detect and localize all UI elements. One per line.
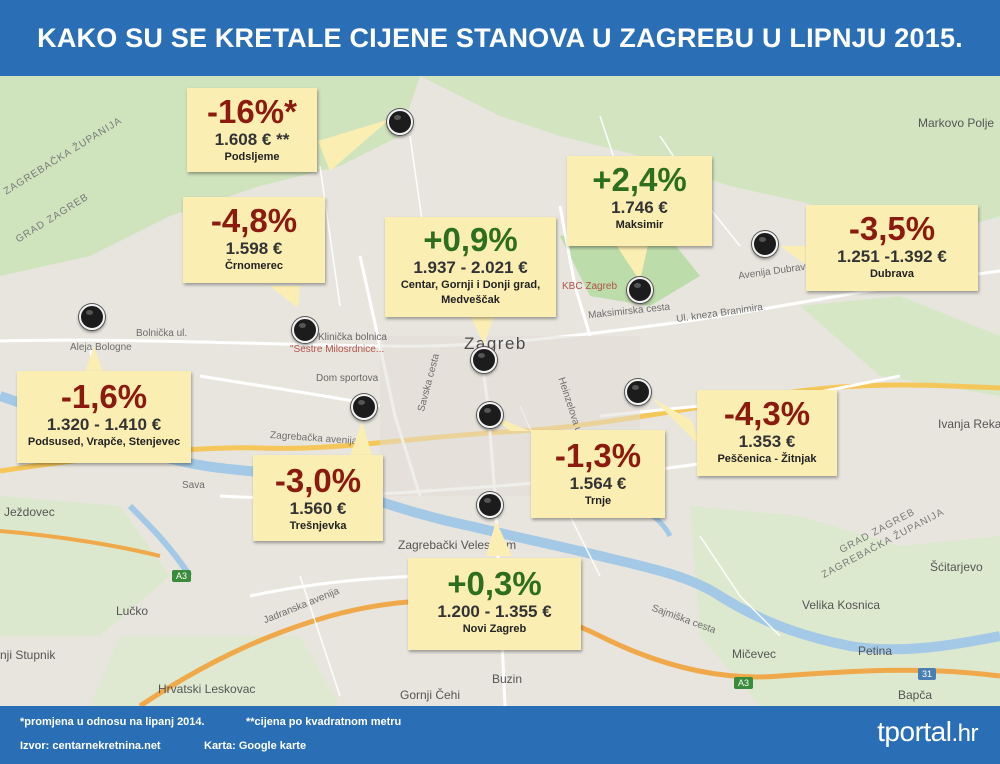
pct-change: -3,0% — [274, 462, 362, 499]
source-credit: Izvor: centarnekretnina.net — [20, 740, 161, 752]
callout-novi-zagreb: +0,3% 1.200 - 1.355 € Novi Zagreb — [408, 558, 581, 650]
map-pin-icon-podsljeme[interactable] — [387, 109, 413, 135]
map-pin-icon-tresnjevka[interactable] — [351, 394, 377, 420]
pct-change: +0,9% — [423, 221, 518, 258]
price-per-m2: 1.746 € — [611, 198, 668, 217]
footnote-price: **cijena po kvadratnom metru — [246, 716, 402, 728]
price-per-m2: 1.353 € — [738, 432, 796, 451]
map-pin-icon-crnomerec[interactable] — [292, 317, 318, 343]
district-name: Trnje — [584, 495, 612, 507]
callout-tresnjevka: -3,0% 1.560 € Trešnjevka — [253, 455, 383, 541]
map-pin-icon-novi-zagreb[interactable] — [477, 492, 503, 518]
map-area[interactable]: Zagreb Markovo Polje ZAGREBAČKA ŽUPANIJA… — [0, 76, 1000, 706]
callout-crnomerec: -4,8% 1.598 € Črnomerec — [183, 197, 325, 283]
map-label-gornji-cehi: Gornji Čehi — [400, 688, 461, 702]
footer-bar: *promjena u odnosu na lipanj 2014. **cij… — [0, 706, 1000, 764]
map-label-bolnicka: Bolnička ul. — [136, 328, 188, 339]
price-per-m2: 1.608 € ** — [214, 130, 290, 149]
district-name: Novi Zagreb — [462, 623, 527, 635]
map-label-hrvatski-leskovac: Hrvatski Leskovac — [158, 682, 256, 696]
pct-change: +2,4% — [592, 161, 687, 198]
callout-pescenica: -4,3% 1.353 € Peščenica - Žitnjak — [697, 390, 837, 476]
map-label-aleja-bologne: Aleja Bologne — [70, 342, 132, 353]
map-label-micevec: Mičevec — [732, 647, 777, 661]
map-label-stupnik: nji Stupnik — [0, 648, 56, 662]
brand-suffix: .hr — [951, 720, 978, 747]
map-pin-icon-centar[interactable] — [471, 347, 497, 373]
pct-change: -1,6% — [60, 378, 148, 415]
map-label-ivanja-reka: Ivanja Reka — [938, 417, 1000, 431]
pct-change: -16%* — [207, 93, 297, 130]
map-pin-icon-maksimir[interactable] — [627, 277, 653, 303]
map-label-velika-kosnica: Velika Kosnica — [802, 598, 881, 612]
highway-shield-a3-south: A3 — [734, 677, 754, 689]
callout-podsused: -1,6% 1.320 - 1.410 € Podsused, Vrapče, … — [17, 371, 191, 463]
district-name: Podsused, Vrapče, Stenjevec — [27, 436, 181, 448]
callout-maksimir: +2,4% 1.746 € Maksimir — [567, 156, 712, 246]
map-label-buzin: Buzin — [492, 672, 523, 686]
district-name: Centar, Gornji i Donji grad, Medveščak — [400, 279, 541, 306]
district-name: Dubrava — [869, 268, 915, 280]
map-label-kbc-zagreb: KBC Zagreb — [562, 281, 618, 292]
district-name: Maksimir — [615, 219, 664, 231]
price-per-m2: 1.598 € — [225, 239, 283, 258]
map-credit: Karta: Google karte — [204, 740, 307, 752]
callout-podsljeme: -16%* 1.608 € ** Podsljeme — [187, 88, 317, 172]
callout-centar: +0,9% 1.937 - 2.021 € Centar, Gornji i D… — [385, 217, 556, 317]
district-name: Podsljeme — [224, 151, 280, 163]
map-pin-icon-dubrava[interactable] — [752, 231, 778, 257]
district-name: Črnomerec — [224, 260, 284, 272]
pct-change: -1,3% — [554, 437, 642, 474]
price-per-m2: 1.320 - 1.410 € — [46, 415, 162, 434]
district-name: Trešnjevka — [289, 520, 347, 532]
price-per-m2: 1.560 € — [289, 499, 347, 518]
price-per-m2: 1.251 -1.392 € — [837, 247, 947, 266]
map-label-sestre-milosrdnice: "Sestre Milosrdnice... — [290, 344, 385, 355]
footnote-change: *promjena u odnosu na lipanj 2014. — [20, 716, 205, 728]
callout-dubrava: -3,5% 1.251 -1.392 € Dubrava — [806, 205, 978, 291]
map-label-jezdovec: Ježdovec — [4, 505, 55, 519]
brand-logo: tportal.hr — [877, 716, 978, 748]
map-label-scitarjevo: Šćitarjevo — [930, 560, 983, 574]
map-label-bapca: Bapča — [898, 688, 933, 702]
callout-trnje: -1,3% 1.564 € Trnje — [531, 430, 665, 518]
map-label-dom-sportova: Dom sportova — [316, 373, 379, 384]
highway-shield-a3-west: A3 — [172, 570, 192, 582]
pct-change: -4,8% — [210, 202, 298, 239]
map-pin-icon-trnje[interactable] — [477, 402, 503, 428]
map-label-sava: Sava — [182, 480, 205, 491]
map-label-lucko: Lučko — [116, 604, 149, 618]
price-per-m2: 1.564 € — [569, 474, 627, 493]
map-pin-icon-podsused[interactable] — [79, 304, 105, 330]
map-label-klinicka-bolnica: Klinička bolnica — [318, 332, 387, 343]
road-shield-31: 31 — [918, 668, 937, 680]
price-per-m2: 1.937 - 2.021 € — [413, 258, 528, 277]
page-title: KAKO SU SE KRETALE CIJENE STANOVA U ZAGR… — [37, 22, 963, 53]
pct-change: -3,5% — [848, 210, 936, 247]
map-label-petina: Petina — [858, 644, 893, 658]
map-label-velesajam: Zagrebački Velesajam — [398, 538, 517, 552]
header-bar: KAKO SU SE KRETALE CIJENE STANOVA U ZAGR… — [0, 0, 1000, 76]
brand-main: tportal — [877, 716, 952, 747]
map-label-markovo-polje: Markovo Polje — [918, 116, 995, 130]
map-pin-icon-pescenica[interactable] — [625, 379, 651, 405]
district-name: Peščenica - Žitnjak — [717, 453, 817, 465]
pct-change: +0,3% — [447, 565, 542, 602]
price-per-m2: 1.200 - 1.355 € — [437, 602, 552, 621]
pct-change: -4,3% — [723, 395, 811, 432]
